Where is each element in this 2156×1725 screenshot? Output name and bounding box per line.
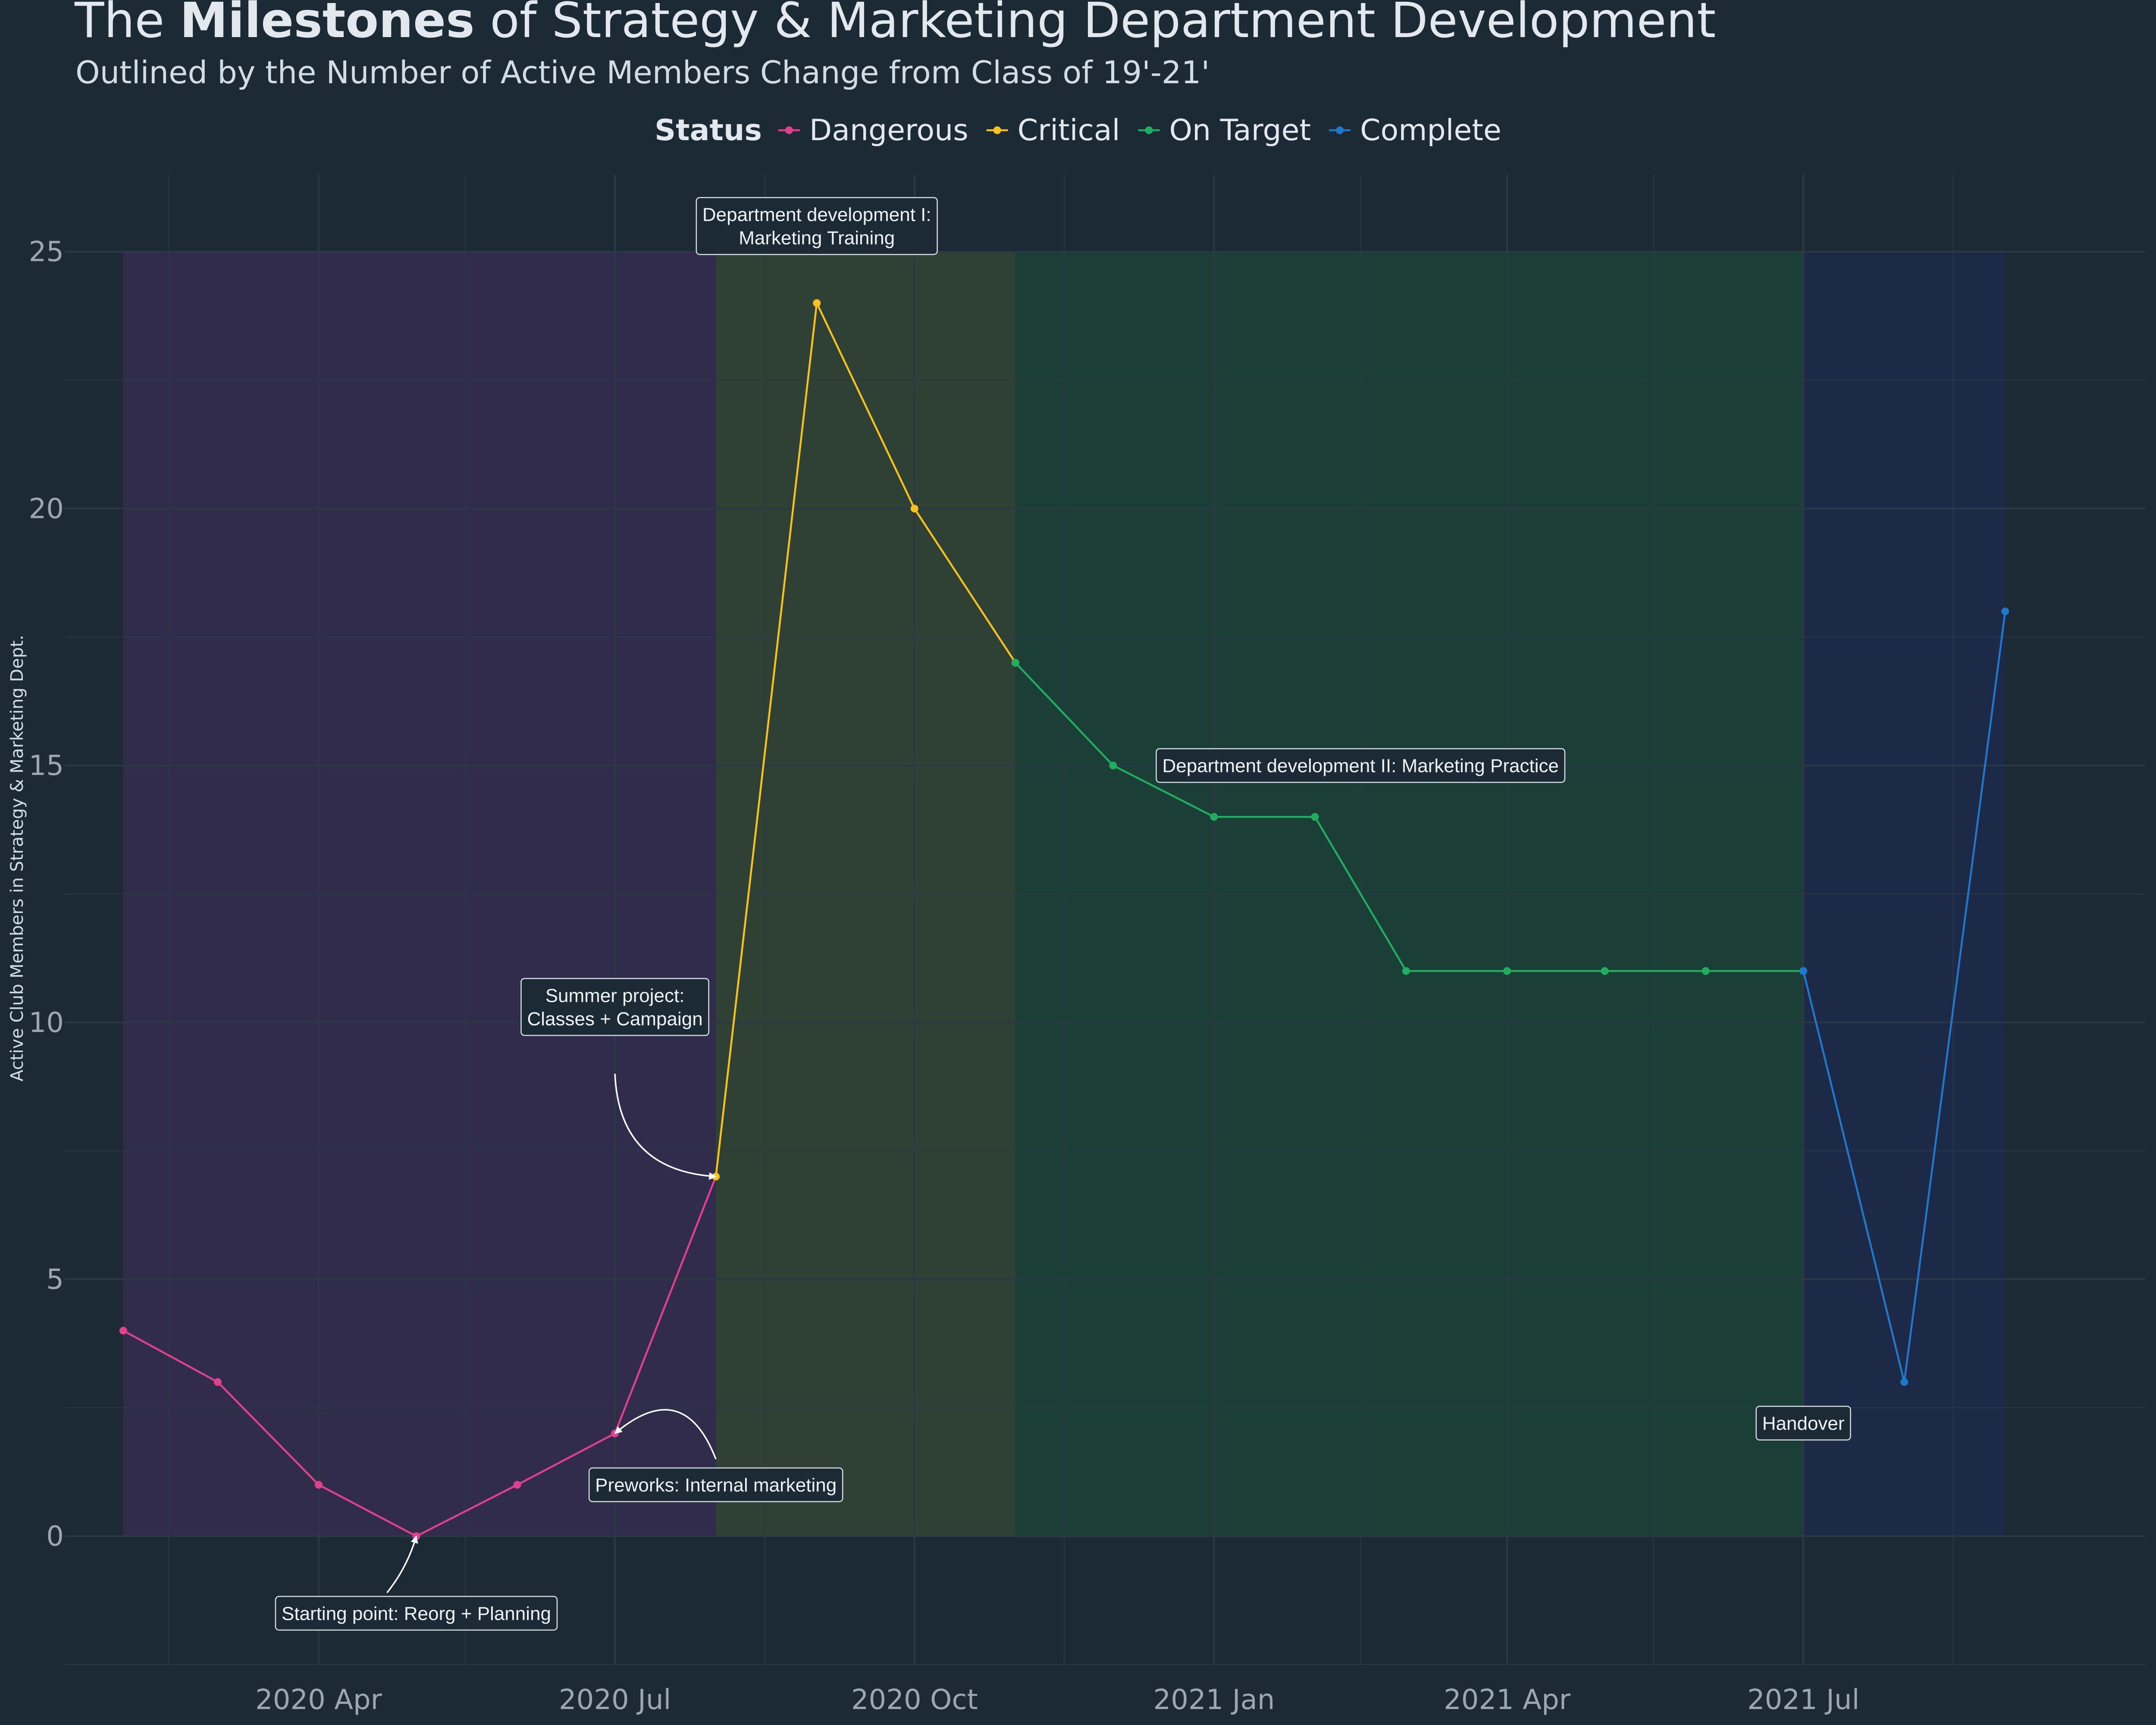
data-point-on-target [1311,813,1319,821]
data-point-dangerous [314,1481,323,1489]
annotations: Starting point: Reorg + Planning Preworks… [275,197,1851,1631]
data-point-dangerous [119,1327,127,1335]
annotation-text: Classes + Campaign [527,1008,702,1029]
data-point-on-target [1402,967,1410,975]
data-point-complete [1900,1378,1908,1386]
legend-key-dot [1336,126,1344,134]
annotation-text: Preworks: Internal marketing [595,1474,837,1496]
legend-label: On Target [1169,113,1311,147]
legend-label: Dangerous [809,113,968,147]
legend-item-dangerous: Dangerous [778,113,968,147]
annotation-box [1755,1405,1851,1441]
legend-key-dot [1145,126,1153,134]
x-tick-label: 2020 Jul [559,1684,671,1716]
annotation-arrow [614,1073,717,1180]
legend-item-on-target: On Target [1138,113,1311,147]
annotation-text: Department development II: Marketing Pra… [1162,755,1559,776]
y-tick-label: 0 [46,1521,64,1552]
data-points [119,299,2009,1540]
y-tick-label: 15 [29,750,64,782]
y-tick-label: 20 [29,493,64,525]
annotation-arrow [386,1535,418,1593]
data-point-critical [813,299,821,307]
annotation-box [1156,748,1566,783]
chart-title-prefix: The [74,0,180,49]
annotation-text: Department development I: [702,204,931,226]
legend-title: Status [655,113,762,147]
annotation-text: Starting point: Reorg + Planning [282,1603,551,1624]
annotation: Department development II: Marketing Pra… [1156,748,1566,783]
annotation-box [588,1467,843,1502]
annotation-box [520,978,709,1036]
annotation-text: Marketing Training [739,228,895,249]
chart-title-bold: Milestones [180,0,475,49]
chart-title-suffix: of Strategy & Marketing Department Devel… [475,0,1716,49]
data-point-complete [2001,607,2009,615]
legend-key-dot [993,126,1001,134]
data-point-critical [910,505,918,513]
legend-label: Critical [1018,113,1120,147]
series-line-critical [714,302,1016,1177]
x-tick-label: 2021 Jan [1153,1684,1275,1716]
legend: Status Dangerous Critical On Target Complete [655,113,1501,147]
data-point-dangerous [513,1481,521,1489]
x-tick-label: 2021 Apr [1444,1684,1571,1716]
legend-key-dot [785,126,793,134]
x-tick-label: 2020 Apr [255,1684,382,1716]
data-point-on-target [1702,967,1710,975]
annotation-text: Summer project: [545,985,685,1006]
data-point-on-target [1109,762,1117,770]
annotation: Starting point: Reorg + Planning [275,1535,558,1631]
annotation: Handover [1755,1405,1851,1441]
annotation-box [275,1596,558,1631]
x-tick-label: 2021 Jul [1747,1684,1859,1716]
data-point-on-target [1503,967,1511,975]
annotation-box [696,197,938,255]
annotation-text: Handover [1762,1413,1845,1434]
legend-item-complete: Complete [1329,113,1501,147]
chart-subtitle: Outlined by the Number of Active Members… [75,54,1210,91]
data-point-dangerous [213,1378,222,1386]
legend-label: Complete [1360,113,1501,147]
y-tick-label: 25 [29,236,64,268]
y-axis-label: Active Club Members in Strategy & Market… [7,635,27,1082]
data-point-on-target [1210,813,1218,821]
y-tick-label: 5 [46,1264,64,1295]
annotation: Preworks: Internal marketing [588,1409,843,1502]
x-axis: 2020 Apr 2020 Jul 2020 Oct 2021 Jan 2021 Apr… [255,1684,1859,1716]
annotation-arrow [614,1409,717,1460]
data-point-on-target [1011,659,1019,667]
y-tick-label: 10 [29,1007,64,1039]
annotation: Department development I:Marketing Train… [696,197,938,255]
legend-item-critical: Critical [986,113,1120,147]
annotation: Summer project:Classes + Campaign [520,978,717,1180]
data-point-on-target [1601,967,1609,975]
x-tick-label: 2020 Oct [851,1684,978,1716]
data-point-complete [1799,967,1808,975]
y-axis: 0 5 10 15 20 25 [29,236,64,1552]
chart-title: The Milestones of Strategy & Marketing D… [74,0,1716,49]
